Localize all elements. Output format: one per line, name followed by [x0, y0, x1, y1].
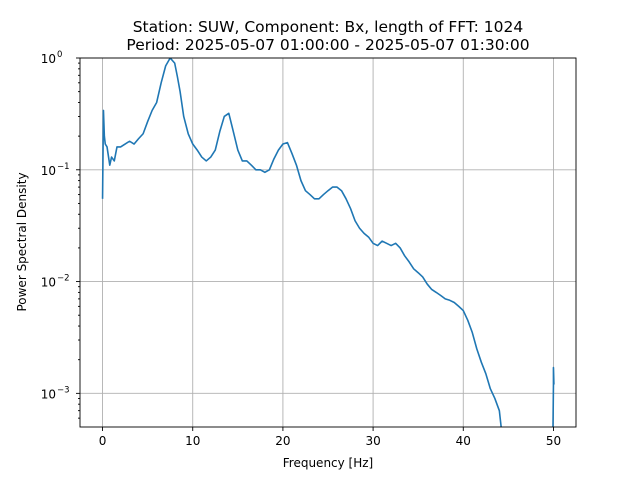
y-tick-label: 10 −2 [41, 274, 70, 290]
x-tick-label: 50 [546, 434, 561, 448]
y-tick-label: 10 −3 [41, 385, 70, 401]
psd-series-line [552, 366, 555, 427]
chart-title-line-2: Period: 2025-05-07 01:00:00 - 2025-05-07… [126, 36, 529, 54]
plot-frame [79, 57, 577, 428]
y-tick-label-base: 10 [41, 387, 56, 401]
y-tick-label-base: 10 [41, 164, 56, 178]
x-tick-label: 20 [275, 434, 290, 448]
y-tick-label-exponent: −2 [57, 274, 70, 284]
chart-title-line-1: Station: SUW, Component: Bx, length of F… [133, 18, 524, 36]
x-axis-label: Frequency [Hz] [283, 456, 374, 470]
y-tick-label-base: 10 [41, 52, 56, 66]
y-tick-label-exponent: −3 [57, 385, 70, 395]
y-axis-label: Power Spectral Density [15, 172, 29, 311]
x-tick-label: 0 [99, 434, 107, 448]
y-tick-label: 10 0 [41, 50, 63, 66]
y-tick-label-exponent: 0 [57, 50, 62, 60]
x-tick-label: 30 [365, 434, 380, 448]
y-tick-label-base: 10 [41, 276, 56, 290]
y-tick-label-exponent: −1 [57, 162, 70, 172]
psd-series-line [101, 58, 502, 427]
y-tick-label: 10 −1 [41, 162, 70, 178]
series-layer [101, 58, 555, 427]
x-tick-label: 40 [456, 434, 471, 448]
grid [80, 57, 576, 427]
x-tick-label: 10 [185, 434, 200, 448]
